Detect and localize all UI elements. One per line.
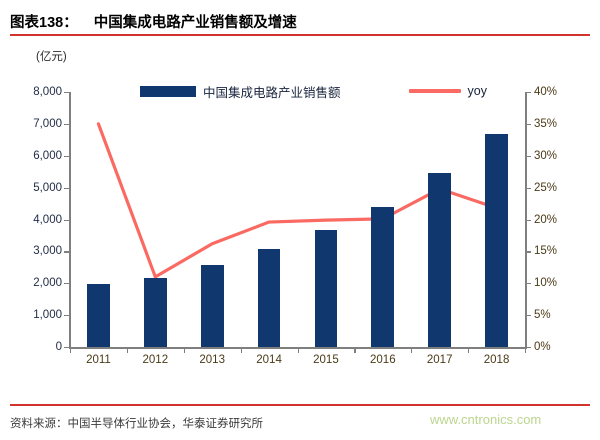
bar-2015: [314, 229, 338, 347]
right-axis-line: [525, 92, 527, 348]
x-tickmark: [411, 348, 413, 353]
left-tickmark: [64, 155, 69, 157]
left-axis-tick-label: 5,000: [33, 181, 62, 194]
left-axis-tick-label: 4,000: [33, 213, 62, 226]
x-axis-line: [69, 347, 527, 349]
right-tickmark: [526, 347, 531, 349]
right-tickmark: [526, 123, 531, 126]
y-axis-unit-label: (亿元): [36, 51, 67, 63]
left-tickmark: [64, 347, 69, 349]
x-axis-tick-label: 2015: [313, 354, 339, 366]
legend-bar-swatch-icon: [140, 85, 196, 97]
bar-2011: [87, 283, 110, 347]
right-axis-tick-label: 40%: [534, 86, 558, 98]
bar-2016: [371, 207, 395, 347]
right-axis-tick-label: 20%: [534, 213, 558, 226]
x-axis-tick-label: 2017: [426, 354, 453, 366]
legend-label-yoy: yoy: [467, 84, 487, 98]
right-tickmark: [526, 219, 531, 221]
left-tickmark: [64, 251, 69, 253]
source-note: 资料来源：中国半导体行业协会，华泰证券研究所: [10, 418, 263, 430]
left-axis-tick-label: 2,000: [33, 277, 62, 290]
bar-2013: [200, 265, 224, 347]
left-tickmark: [64, 123, 69, 126]
right-tickmark: [526, 315, 531, 317]
x-tickmark: [525, 348, 527, 353]
right-axis-tick-label: 5%: [534, 309, 551, 322]
bar-2018: [485, 134, 508, 347]
header-divider: [10, 34, 590, 36]
right-tickmark: [526, 187, 531, 189]
right-tickmark: [526, 155, 531, 157]
left-tickmark: [64, 219, 69, 221]
bar-2014: [257, 249, 281, 347]
left-tickmark: [64, 92, 69, 94]
figure-title: 中国集成电路产业销售额及增速: [93, 14, 297, 31]
x-axis-tick-label: 2012: [142, 354, 169, 366]
right-axis-tick-label: 0%: [534, 341, 551, 353]
legend-item-sales[interactable]: 中国集成电路产业销售额: [140, 82, 341, 101]
right-axis-tick-label: 10%: [534, 277, 558, 290]
x-axis-labels: 2011 2012 2013 2014 2015 2016 2017 2018: [70, 354, 525, 374]
left-axis-tick-label: 6,000: [33, 149, 62, 162]
x-tickmark: [297, 348, 299, 353]
left-axis-tick-label: 3,000: [33, 245, 62, 258]
plot-area: [70, 92, 525, 347]
x-axis-tick-label: 2011: [86, 354, 111, 366]
watermark-text: www.cntronics.com: [430, 412, 542, 427]
right-axis-tick-label: 35%: [534, 117, 558, 130]
left-axis-tick-label: 7,000: [33, 117, 62, 130]
right-axis-tick-label: 15%: [534, 245, 558, 258]
right-axis-tick-label: 25%: [534, 181, 558, 194]
page-title: 图表138： 中国集成电路产业销售额及增速: [10, 8, 590, 34]
figure-id: 图表138：: [10, 14, 78, 31]
x-tickmark: [468, 348, 470, 353]
left-axis-tick-label: 0: [55, 341, 62, 353]
right-axis-ticks: 0% 5% 10% 15% 20% 25% 30% 35% 40%: [534, 86, 594, 353]
left-tickmark: [64, 187, 69, 189]
x-axis-tick-label: 2014: [256, 354, 282, 366]
x-tickmark: [183, 348, 185, 353]
legend-item-yoy[interactable]: yoy: [408, 84, 487, 98]
right-tickmark: [526, 283, 531, 285]
x-tickmark: [126, 348, 129, 353]
x-tickmark: [354, 348, 356, 353]
legend-line-swatch-icon: [408, 89, 461, 93]
left-axis-line: [69, 92, 71, 348]
x-axis-tick-label: 2013: [199, 354, 225, 366]
left-axis-tick-label: 1,000: [33, 309, 62, 322]
left-axis-tick-label: 8,000: [33, 86, 62, 98]
bar-2017: [428, 173, 452, 347]
x-tickmark: [70, 348, 72, 353]
chart-footer: 资料来源：中国半导体行业协会，华泰证券研究所: [10, 412, 590, 434]
x-axis-tick-label: 2016: [370, 354, 396, 366]
right-tickmark: [526, 251, 531, 253]
x-axis-tick-label: 2018: [483, 354, 510, 366]
chart-legend: 中国集成电路产业销售额 yoy: [140, 82, 487, 100]
footer-divider: [10, 404, 590, 406]
yoy-line-series: [96, 122, 499, 279]
x-tickmark: [240, 348, 242, 353]
right-tickmark: [526, 92, 531, 94]
left-tickmark: [64, 315, 69, 317]
bar-2012: [143, 278, 167, 347]
left-tickmark: [64, 283, 69, 285]
legend-label-sales: 中国集成电路产业销售额: [203, 85, 341, 100]
left-axis-ticks: 0 1,000 2,000 3,000 4,000 5,000 6,000 7,000 8,00…: [0, 86, 62, 353]
chart-area: (亿元) 中国集成电路产业销售额 yoy 0 1,000 2,000 3,000 4,0…: [0, 40, 600, 400]
right-axis-tick-label: 30%: [534, 149, 558, 162]
